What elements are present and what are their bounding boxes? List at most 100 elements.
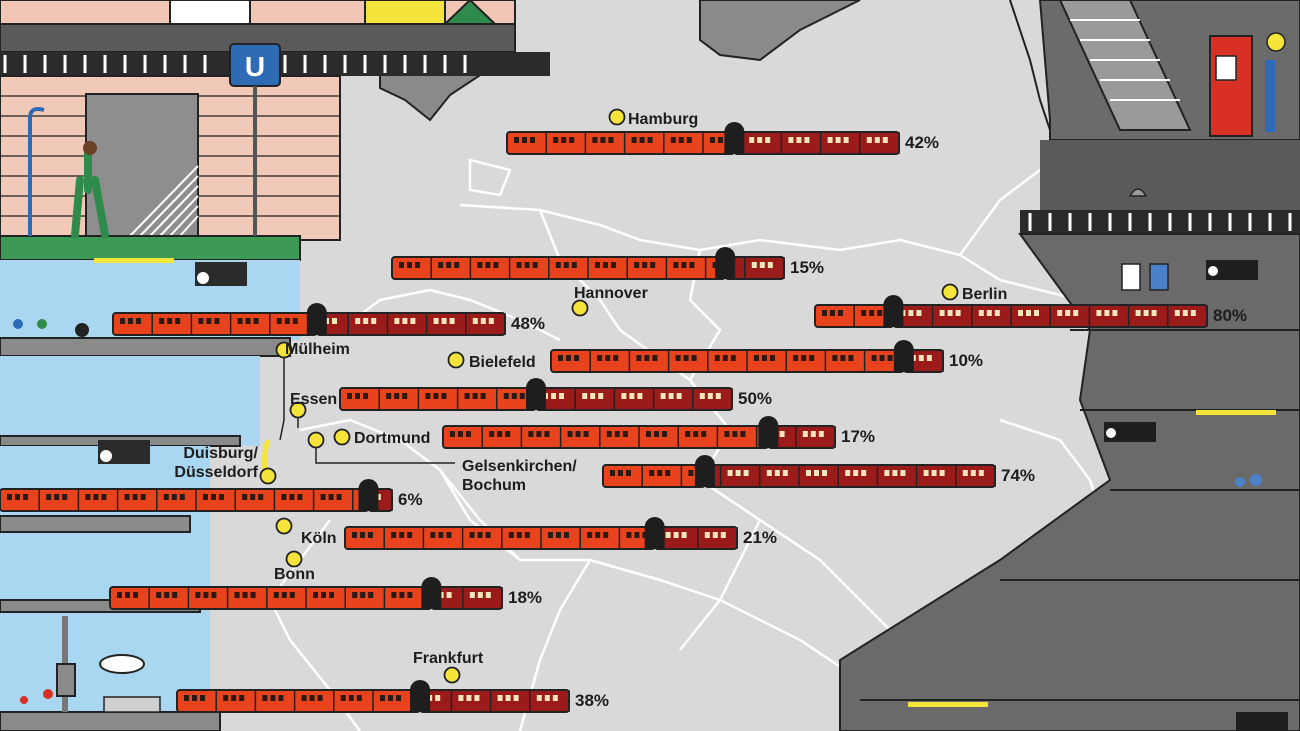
train-window xyxy=(861,470,867,476)
train-window xyxy=(818,431,824,437)
train-window xyxy=(962,470,968,476)
train-window xyxy=(779,431,785,437)
train-window xyxy=(877,310,883,316)
train-window xyxy=(1143,310,1149,316)
train-window xyxy=(438,532,444,538)
train-window xyxy=(245,318,251,324)
train-window xyxy=(639,137,645,143)
train-window xyxy=(582,393,588,399)
percentage-label: 74% xyxy=(1001,466,1035,485)
train-window xyxy=(441,393,447,399)
train-window xyxy=(610,470,615,476)
train-window xyxy=(200,695,205,701)
train-window xyxy=(172,592,178,598)
train-window xyxy=(485,262,491,268)
train-window xyxy=(634,532,640,538)
city-dot-icon xyxy=(259,467,277,485)
train-window xyxy=(454,262,460,268)
train-window xyxy=(704,532,710,538)
train-window xyxy=(124,494,130,500)
train-window xyxy=(551,393,556,399)
train-window xyxy=(631,137,637,143)
train-window xyxy=(848,355,854,361)
train-window xyxy=(219,494,224,500)
clock-icon xyxy=(100,450,112,462)
train-window xyxy=(869,310,875,316)
train-window xyxy=(724,431,730,437)
building-window xyxy=(169,0,251,25)
train-window xyxy=(386,393,392,399)
rat-icon xyxy=(1128,188,1148,197)
train-window xyxy=(519,393,525,399)
city-label: Hannover xyxy=(574,285,648,302)
train-window xyxy=(469,532,475,538)
train-window xyxy=(1026,310,1031,316)
train-window xyxy=(415,262,420,268)
train-window xyxy=(203,494,208,500)
train-window xyxy=(140,494,146,500)
city-marker: Bonn xyxy=(274,550,315,583)
train-window xyxy=(567,431,573,437)
train-window xyxy=(120,318,125,324)
train-window xyxy=(822,470,827,476)
person-icon xyxy=(75,323,89,337)
train-window xyxy=(845,470,851,476)
train-window xyxy=(947,310,953,316)
train-window xyxy=(1104,310,1110,316)
train-window xyxy=(1190,310,1196,316)
city-dot-icon xyxy=(447,351,465,369)
train-window xyxy=(262,695,268,701)
train-window xyxy=(644,355,650,361)
train-window xyxy=(683,355,689,361)
train-window xyxy=(892,470,898,476)
train-window xyxy=(559,393,564,399)
train-window xyxy=(689,262,695,268)
city-marker: Berlin xyxy=(941,283,1007,303)
train-window xyxy=(524,532,530,538)
train-window xyxy=(553,137,559,143)
train-window xyxy=(360,592,366,598)
train-window xyxy=(879,355,885,361)
train-window xyxy=(488,318,494,324)
tunnel-portal-icon xyxy=(526,378,546,410)
train-window xyxy=(508,532,514,538)
train-window xyxy=(614,431,620,437)
grass-strip xyxy=(0,235,301,261)
train-window xyxy=(592,137,598,143)
percentage-label: 15% xyxy=(790,258,824,277)
train-window xyxy=(458,695,464,701)
train-window xyxy=(642,262,648,268)
bench-icon xyxy=(103,696,161,713)
train-window xyxy=(317,695,323,701)
train-window xyxy=(156,592,162,598)
train-window xyxy=(652,355,658,361)
train-window xyxy=(598,393,604,399)
train-window xyxy=(613,355,619,361)
city-marker: Hannover xyxy=(571,285,648,317)
map-water-north xyxy=(699,0,861,62)
city-label: Mülheim xyxy=(285,341,350,358)
train-window xyxy=(701,431,707,437)
city-label: Duisburg/ xyxy=(183,445,258,462)
train-window xyxy=(1034,310,1039,316)
train-window xyxy=(253,318,259,324)
train-window xyxy=(297,494,303,500)
train-window xyxy=(340,695,346,701)
train-window xyxy=(321,592,326,598)
train-window xyxy=(117,592,122,598)
ticket-screen xyxy=(1215,55,1237,81)
train-window xyxy=(441,318,447,324)
city-markers: Hamburg Hannover Mülheim Berlin Bielefeld Ess… xyxy=(174,108,1007,684)
train-window xyxy=(916,310,922,316)
train-window xyxy=(707,393,713,399)
train-window xyxy=(352,532,357,538)
train-window xyxy=(203,592,209,598)
train-window xyxy=(926,355,932,361)
train-window xyxy=(239,695,245,701)
percentage-label: 80% xyxy=(1213,306,1247,325)
person-icon xyxy=(43,689,53,699)
train-window xyxy=(270,695,276,701)
train-window xyxy=(1096,310,1102,316)
train-window xyxy=(810,431,816,437)
clock-sign-icon xyxy=(1104,422,1156,442)
